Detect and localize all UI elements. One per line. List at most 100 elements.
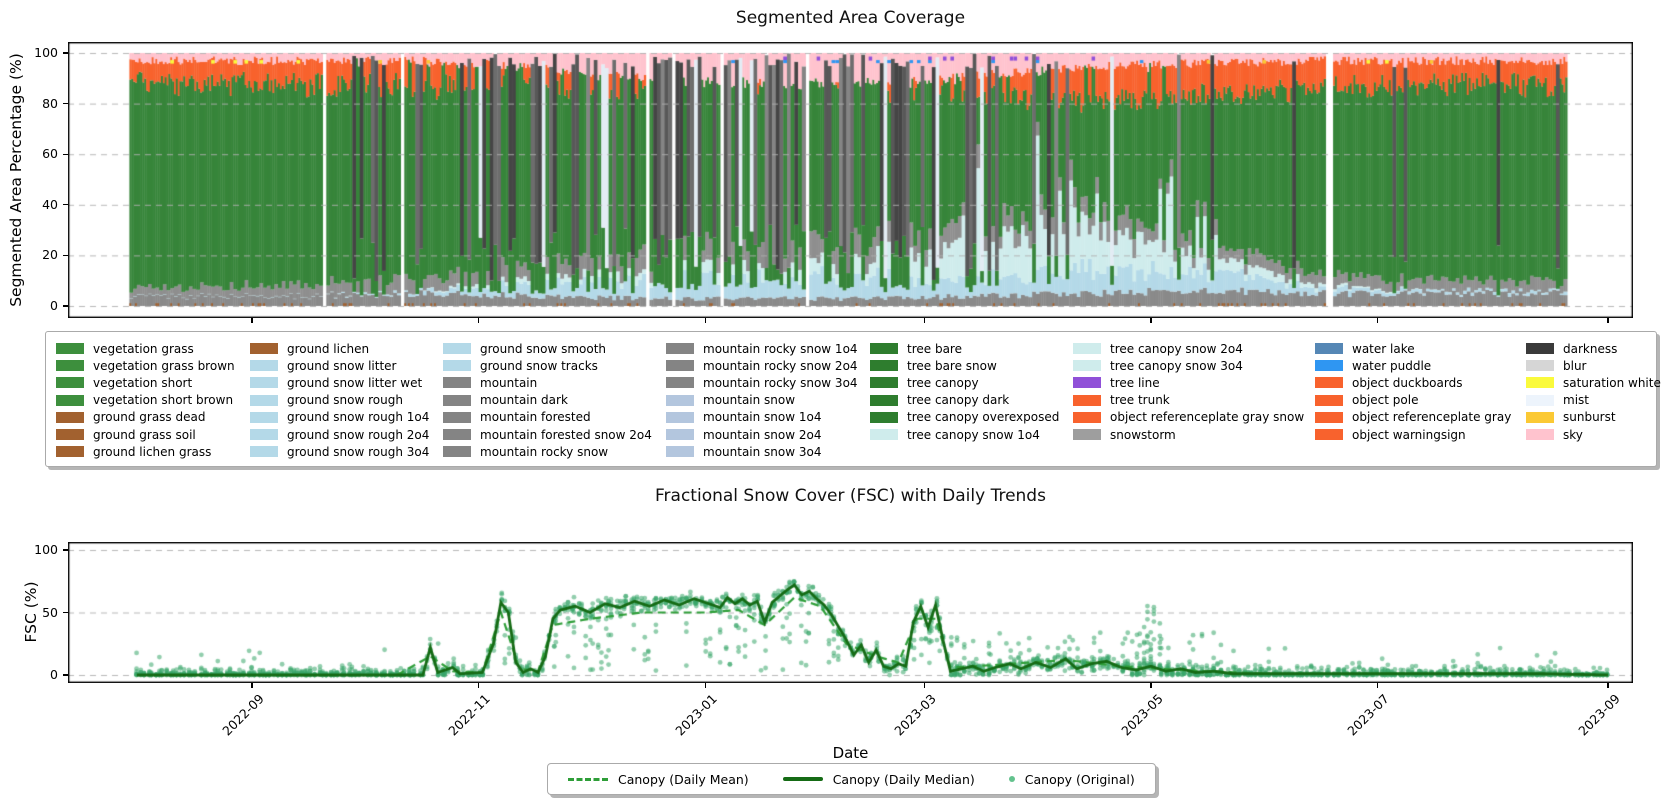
legend-swatch [666, 360, 694, 372]
legend-swatch [870, 360, 898, 372]
fsc-xtick-mark [478, 683, 480, 688]
legend-item: tree bare snow [870, 357, 1059, 374]
legend-swatch [56, 411, 84, 423]
fsc-xtick-label-text: 2022-11 [445, 691, 494, 739]
legend-item: mountain rocky snow [443, 443, 652, 460]
top-ytick-label: 100 [34, 45, 58, 60]
legend-item: mountain snow 2o4 [666, 426, 858, 443]
legend-swatch [443, 360, 471, 372]
class-legend-column: vegetation grass vegetation grass brown ve… [56, 340, 235, 460]
legend-item: tree canopy snow 3o4 [1073, 357, 1304, 374]
legend-swatch [666, 446, 694, 458]
legend-item: object duckboards [1315, 374, 1511, 391]
legend-label: tree canopy snow 2o4 [1110, 341, 1243, 356]
legend-label: ground grass dead [93, 410, 206, 425]
top-ytick-label: 0 [50, 298, 58, 313]
legend-label: tree line [1110, 375, 1160, 390]
legend-item: ground lichen grass [56, 443, 235, 460]
legend-label: tree canopy [907, 375, 979, 390]
legend-swatch [1315, 360, 1343, 372]
top-xtick-mark [923, 318, 925, 323]
top-ytick-mark [63, 204, 68, 206]
legend-swatch [1073, 429, 1101, 441]
legend-item: tree canopy overexposed [870, 409, 1059, 426]
legend-label: mountain snow [703, 393, 796, 408]
legend-label: object referenceplate gray [1352, 410, 1512, 425]
legend-item: ground lichen [250, 340, 429, 357]
legend-label: ground lichen grass [93, 444, 212, 459]
legend-item: vegetation short [56, 374, 235, 391]
legend-label: ground snow rough 3o4 [287, 444, 430, 459]
fsc-xtick-label-text: 2023-05 [1118, 691, 1166, 739]
top-ytick-mark [63, 153, 68, 155]
legend-label: snowstorm [1110, 427, 1176, 442]
legend-swatch [56, 446, 84, 458]
legend-label: mountain forested [480, 410, 591, 425]
legend-label: mountain snow 1o4 [703, 410, 822, 425]
legend-item: ground snow smooth [443, 340, 652, 357]
legend-swatch [666, 377, 694, 389]
fsc-legend: Canopy (Daily Mean) Canopy (Daily Median)… [547, 763, 1156, 795]
top-xtick-mark [1150, 318, 1152, 323]
legend-swatch [870, 377, 898, 389]
top-chart-ylabel: Segmented Area Percentage (%) [7, 53, 25, 307]
legend-label: mountain forested snow 2o4 [480, 427, 652, 442]
legend-item: object warningsign [1315, 426, 1511, 443]
legend-swatch [870, 429, 898, 441]
legend-label: vegetation short brown [93, 393, 234, 408]
legend-label: darkness [1563, 341, 1618, 356]
fsc-xtick-mark [1150, 683, 1152, 688]
top-ytick-label: 20 [42, 247, 58, 263]
legend-swatch [443, 429, 471, 441]
legend-swatch [870, 394, 898, 406]
legend-swatch [1526, 360, 1554, 372]
legend-item: ground grass dead [56, 409, 235, 426]
legend-item: saturation white [1526, 374, 1661, 391]
legend-item: sky [1526, 426, 1661, 443]
legend-label: tree canopy snow 1o4 [907, 427, 1040, 442]
top-chart-title: Segmented Area Coverage [735, 8, 966, 28]
legend-item: mountain snow 3o4 [666, 443, 858, 460]
legend-label: vegetation grass brown [93, 358, 235, 373]
legend-item: ground snow tracks [443, 357, 652, 374]
legend-label: ground snow litter wet [287, 375, 423, 390]
x-axis-label: Date [832, 744, 869, 762]
bottom-chart-title: Fractional Snow Cover (FSC) with Daily T… [655, 486, 1046, 506]
legend-item: ground snow rough 2o4 [250, 426, 429, 443]
legend-item: ground snow rough 3o4 [250, 443, 429, 460]
legend-item: vegetation grass [56, 340, 235, 357]
legend-swatch [1315, 394, 1343, 406]
legend-swatch [56, 360, 84, 372]
top-xtick-mark [251, 318, 253, 323]
legend-swatch [1315, 411, 1343, 423]
legend-item: vegetation short brown [56, 392, 235, 409]
segmented-area-plot [68, 42, 1633, 318]
top-xtick-mark [1607, 318, 1609, 323]
fsc-xtick-label-text: 2023-07 [1344, 691, 1393, 739]
legend-swatch [250, 446, 278, 458]
legend-item: ground snow rough 1o4 [250, 409, 429, 426]
legend-item: object referenceplate gray [1315, 409, 1511, 426]
fsc-ytick-mark [63, 549, 68, 551]
legend-swatch [1526, 394, 1554, 406]
fsc-legend-item: Canopy (Daily Median) [782, 772, 975, 787]
legend-item: tree canopy dark [870, 392, 1059, 409]
fsc-legend-swatch-dot [1008, 776, 1015, 782]
legend-item: tree canopy snow 1o4 [870, 426, 1059, 443]
legend-item: snowstorm [1073, 426, 1304, 443]
fsc-xtick-label-text: 2022-09 [219, 691, 267, 739]
legend-swatch [1073, 411, 1101, 423]
fsc-legend-item: Canopy (Daily Mean) [568, 772, 749, 787]
class-legend-column: ground snow smooth ground snow tracks moun… [443, 340, 652, 460]
legend-label: mountain [480, 375, 538, 390]
legend-swatch [443, 343, 471, 355]
legend-item: mountain snow 1o4 [666, 409, 858, 426]
class-legend-column: ground lichen ground snow litter ground sn… [250, 340, 429, 460]
legend-label: tree trunk [1110, 393, 1170, 408]
legend-item: mountain rocky snow 2o4 [666, 357, 858, 374]
fsc-plot [68, 542, 1633, 683]
class-legend-column: tree bare tree bare snow tree canopy tree c… [870, 340, 1059, 443]
legend-swatch [1526, 429, 1554, 441]
class-legend-column: water lake water puddle object duckboards o… [1315, 340, 1511, 443]
